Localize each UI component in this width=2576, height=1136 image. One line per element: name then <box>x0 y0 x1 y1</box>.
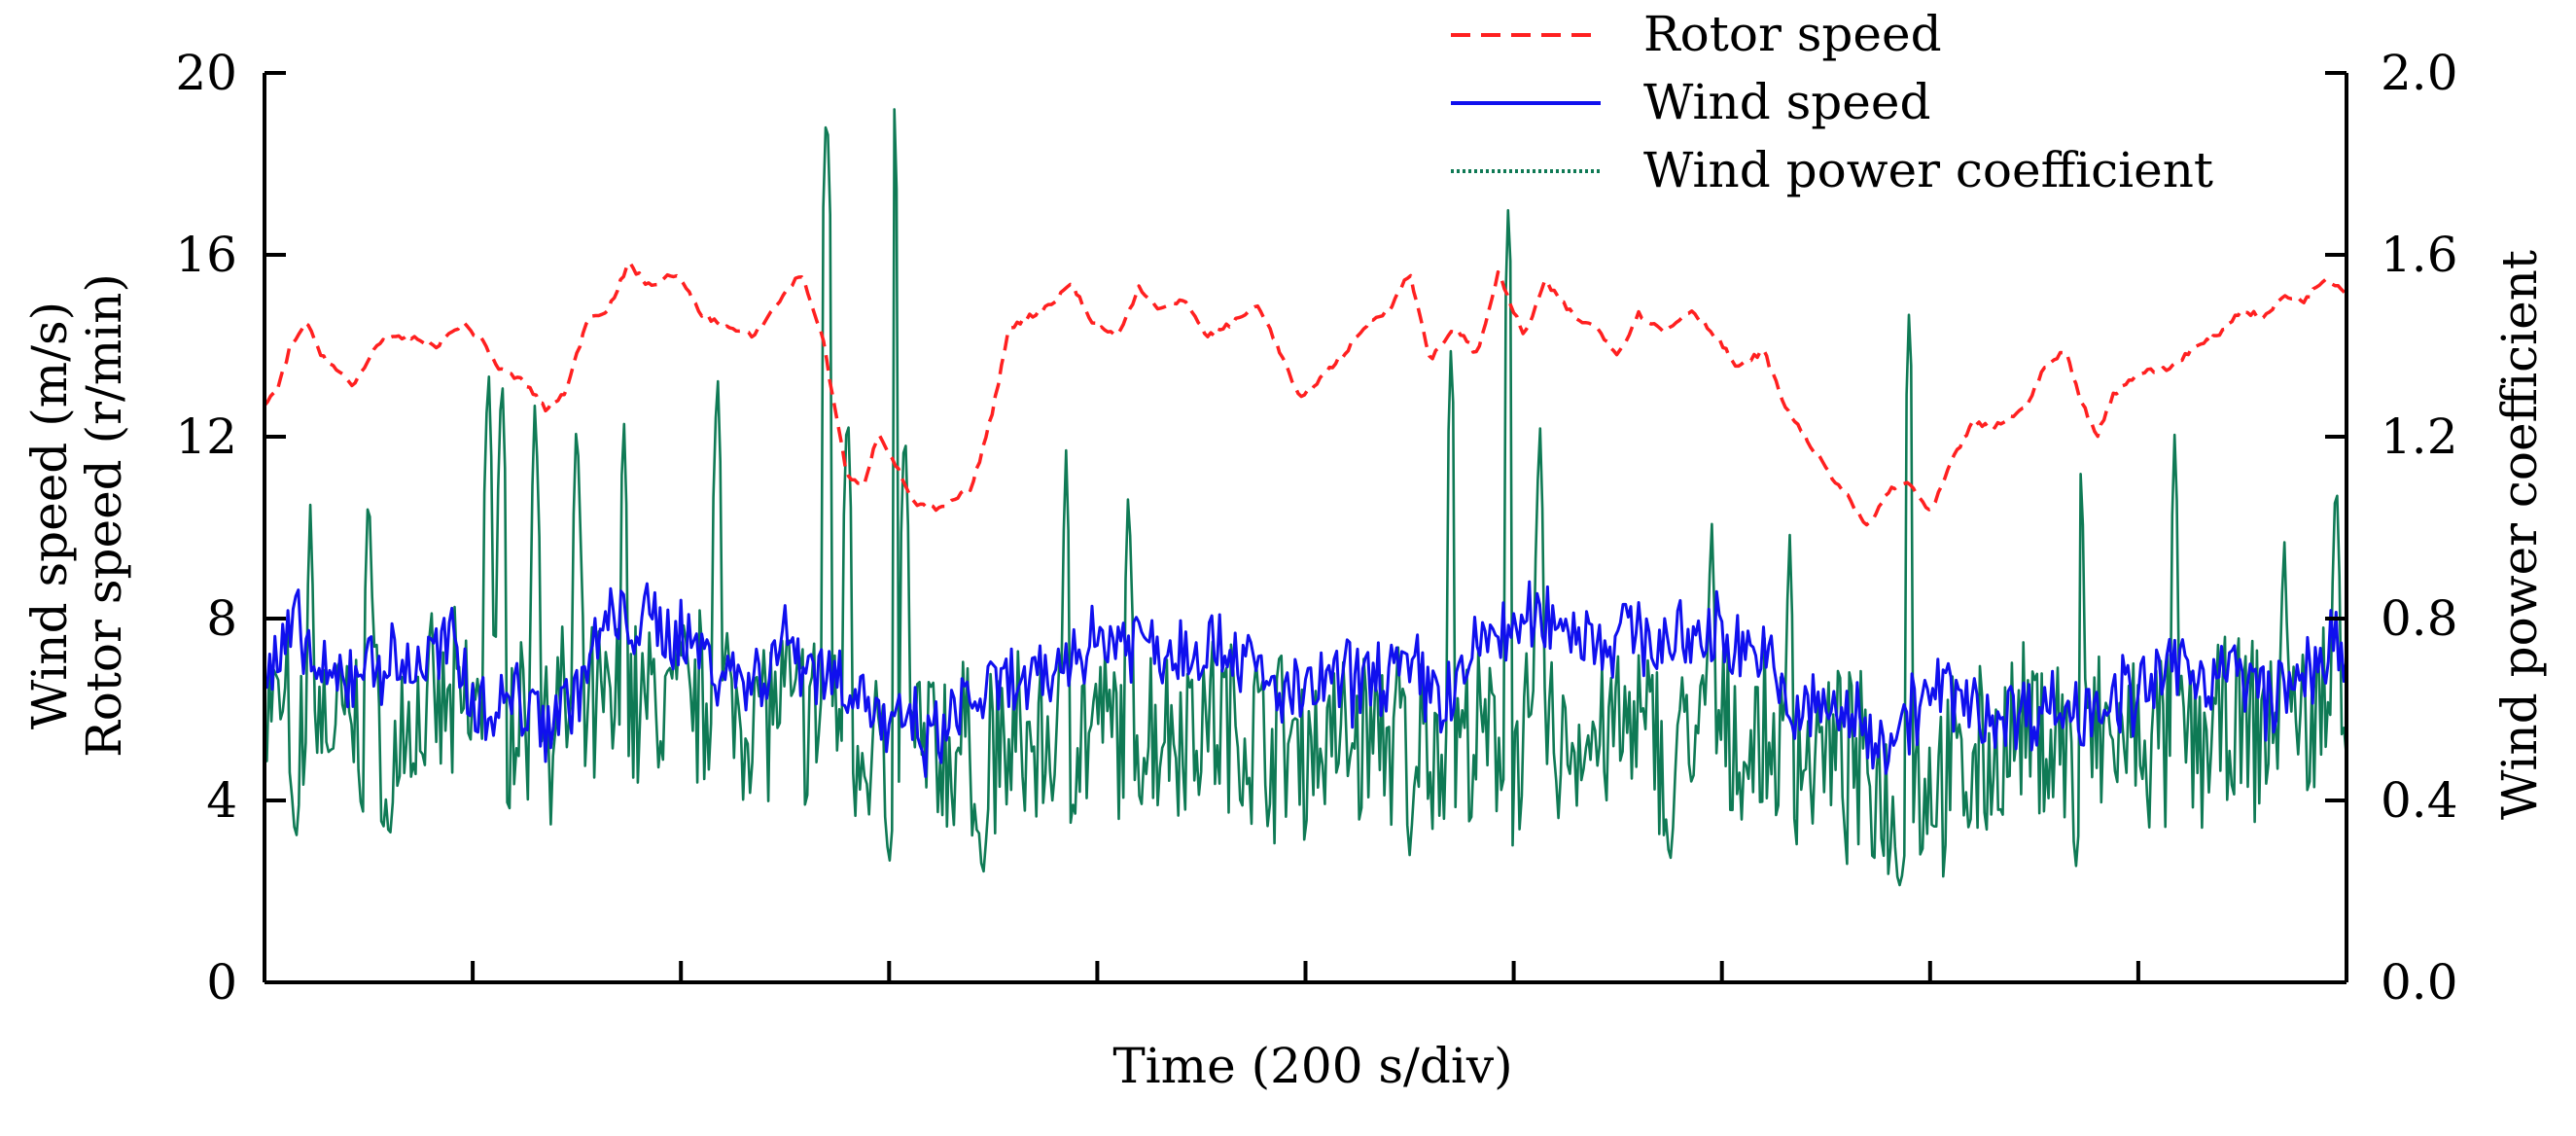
left-tick-label: 20 <box>175 45 237 101</box>
right-tick-label: 2.0 <box>2381 45 2458 101</box>
ticks-layer <box>265 71 2347 984</box>
left-axis-title-2: Rotor speed (r/min) <box>76 273 132 758</box>
legend-label-rotor-speed: Rotor speed <box>1643 6 1942 62</box>
series-wind-speed-line <box>264 580 2348 778</box>
left-tick-label: 12 <box>175 408 237 465</box>
series-rotor-speed-line <box>263 261 2347 527</box>
right-tick-label: 1.2 <box>2381 408 2458 465</box>
left-tick-label: 8 <box>206 590 237 647</box>
left-axis-title-1: Wind speed (m/s) <box>21 302 78 729</box>
right-tick-label: 0.4 <box>2381 772 2458 829</box>
right-tick-label: 0.0 <box>2381 954 2458 1011</box>
right-axis-title: Wind power coefficient <box>2491 250 2548 820</box>
x-axis-title: Time (200 s/div) <box>1112 1038 1512 1094</box>
series-wind-power-coefficient-line <box>264 108 2348 887</box>
plot-frame <box>263 73 2348 984</box>
legend-label-wind-power-coefficient: Wind power coefficient <box>1643 142 2213 198</box>
right-tick-labels: 0.0 0.4 0.8 1.2 1.6 2.0 <box>2381 45 2458 1011</box>
right-tick-label: 1.6 <box>2381 227 2458 283</box>
left-tick-label: 16 <box>175 227 237 283</box>
right-tick-label: 0.8 <box>2381 590 2458 647</box>
legend-label-wind-speed: Wind speed <box>1643 74 1930 130</box>
left-tick-label: 0 <box>206 954 237 1011</box>
left-tick-labels: 0 4 8 12 16 20 <box>175 45 237 1011</box>
left-tick-label: 4 <box>206 772 237 829</box>
legend: Rotor speed Wind speed Wind power coeffi… <box>1451 6 2213 198</box>
series-layer <box>263 108 2348 887</box>
